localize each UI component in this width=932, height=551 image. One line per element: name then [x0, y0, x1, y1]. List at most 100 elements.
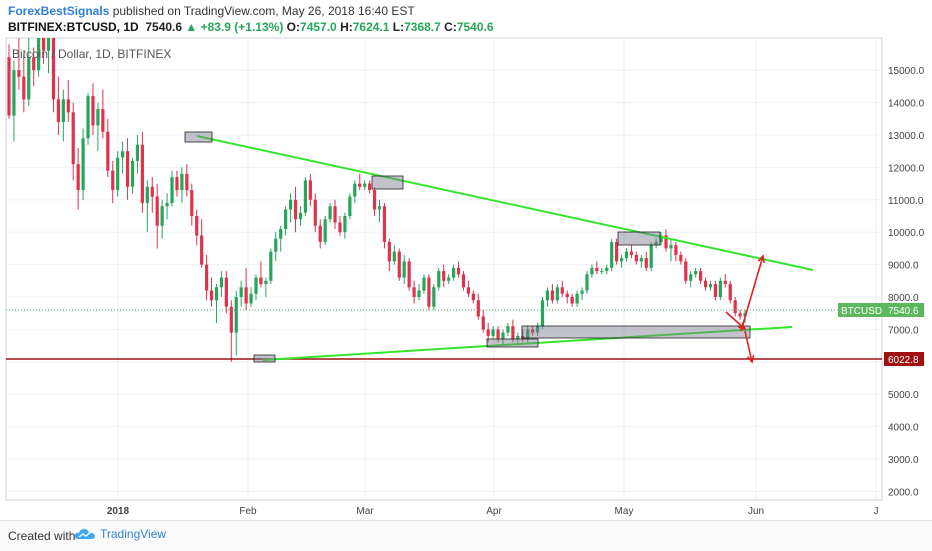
- candle-up: [649, 241, 653, 272]
- candle-down: [703, 277, 708, 291]
- candle-body: [689, 274, 693, 281]
- candle-body: [338, 222, 342, 233]
- y-tick-label: 10000.0: [888, 228, 925, 239]
- y-tick-label: 2000.0: [888, 487, 919, 498]
- candle-down: [550, 284, 554, 304]
- candle-up: [239, 280, 243, 307]
- candle-body: [116, 157, 120, 191]
- candle-body: [550, 290, 554, 301]
- candle-body: [12, 70, 16, 116]
- candle-down: [531, 326, 535, 336]
- candle-body: [476, 300, 480, 317]
- candle-up: [298, 206, 303, 226]
- candle-body: [180, 173, 184, 191]
- candle-up: [506, 322, 510, 336]
- candle-up: [432, 284, 436, 310]
- candle-body: [353, 183, 357, 197]
- highlight-box: [486, 338, 539, 348]
- candle-down: [565, 290, 569, 304]
- candle-body: [343, 216, 347, 233]
- candle-up: [447, 274, 451, 285]
- candle-body: [412, 287, 416, 297]
- candle-up: [254, 274, 258, 301]
- candle-body: [708, 284, 713, 288]
- candle-body: [303, 180, 307, 213]
- candle-up: [605, 264, 609, 275]
- price-axis[interactable]: 2000.03000.04000.05000.06000.07000.08000…: [838, 66, 925, 498]
- candle-body: [298, 212, 303, 220]
- candle-up: [130, 157, 135, 194]
- created-with-label: Created with: [8, 529, 76, 543]
- candle-down: [175, 170, 179, 197]
- candle-body: [274, 238, 278, 252]
- candles-group: [7, 38, 747, 362]
- candle-body: [545, 290, 550, 301]
- price-chart[interactable]: 2000.03000.04000.05000.06000.07000.08000…: [0, 0, 932, 520]
- candle-body: [358, 183, 362, 187]
- candle-up: [694, 267, 698, 278]
- candle-down: [595, 261, 599, 275]
- candle-down: [195, 209, 199, 246]
- candle-body: [279, 228, 283, 239]
- candle-body: [496, 329, 500, 340]
- x-tick-label: Jun: [748, 506, 764, 517]
- candle-down: [496, 326, 500, 343]
- candle-body: [526, 329, 530, 340]
- candle-body: [205, 264, 209, 291]
- candle-body: [155, 196, 159, 226]
- candle-body: [229, 306, 233, 333]
- candle-body: [699, 271, 703, 281]
- candle-body: [452, 267, 456, 278]
- candle-body: [323, 219, 327, 242]
- candle-up: [219, 271, 224, 297]
- candle-up: [437, 267, 441, 291]
- candle-body: [91, 96, 95, 126]
- symbol-label: BITFINEX:BTCUSD, 1D: [8, 20, 139, 34]
- candle-body: [135, 144, 140, 161]
- low-value: 7368.7: [404, 20, 441, 34]
- x-tick-label: J: [874, 506, 879, 517]
- candle-down: [644, 251, 648, 272]
- candle-body: [407, 261, 411, 288]
- candle-body: [555, 287, 559, 301]
- candle-down: [368, 180, 372, 194]
- time-axis[interactable]: 2018 Feb Mar Apr May Jun J: [107, 506, 879, 517]
- candle-down: [728, 280, 732, 304]
- candle-body: [175, 177, 179, 191]
- candle-down: [150, 177, 154, 213]
- candle-up: [27, 38, 31, 106]
- candle-body: [32, 57, 36, 71]
- candle-up: [135, 135, 140, 174]
- candle-body: [308, 180, 312, 200]
- author-link[interactable]: ForexBestSignals: [8, 4, 110, 18]
- candle-body: [377, 206, 382, 210]
- candle-down: [407, 258, 411, 291]
- last-price-value: 7540.6: [888, 306, 919, 317]
- candle-body: [254, 277, 258, 294]
- candle-body: [244, 287, 248, 304]
- footer-bar: Created with TradingView: [0, 520, 932, 551]
- tradingview-logo[interactable]: TradingView: [74, 527, 166, 541]
- candle-up: [61, 89, 65, 142]
- candle-body: [565, 293, 569, 297]
- candle-body: [644, 258, 648, 268]
- candle-up: [269, 248, 273, 285]
- candle-body: [106, 131, 110, 171]
- candle-body: [170, 177, 174, 204]
- candle-down: [521, 329, 525, 343]
- candle-body: [363, 183, 367, 187]
- candle-up: [555, 284, 559, 304]
- highlight-box: [617, 231, 661, 246]
- support-price-tag: 6022.8: [884, 352, 924, 366]
- candle-body: [264, 280, 268, 285]
- candle-body: [471, 293, 475, 301]
- candle-body: [639, 258, 643, 262]
- candle-body: [7, 57, 11, 116]
- candle-up: [180, 167, 184, 204]
- close-label: C:: [444, 20, 457, 34]
- candle-body: [634, 254, 638, 262]
- candle-down: [209, 277, 214, 307]
- candle-down: [664, 228, 668, 252]
- candle-body: [140, 144, 144, 204]
- candle-body: [669, 245, 673, 249]
